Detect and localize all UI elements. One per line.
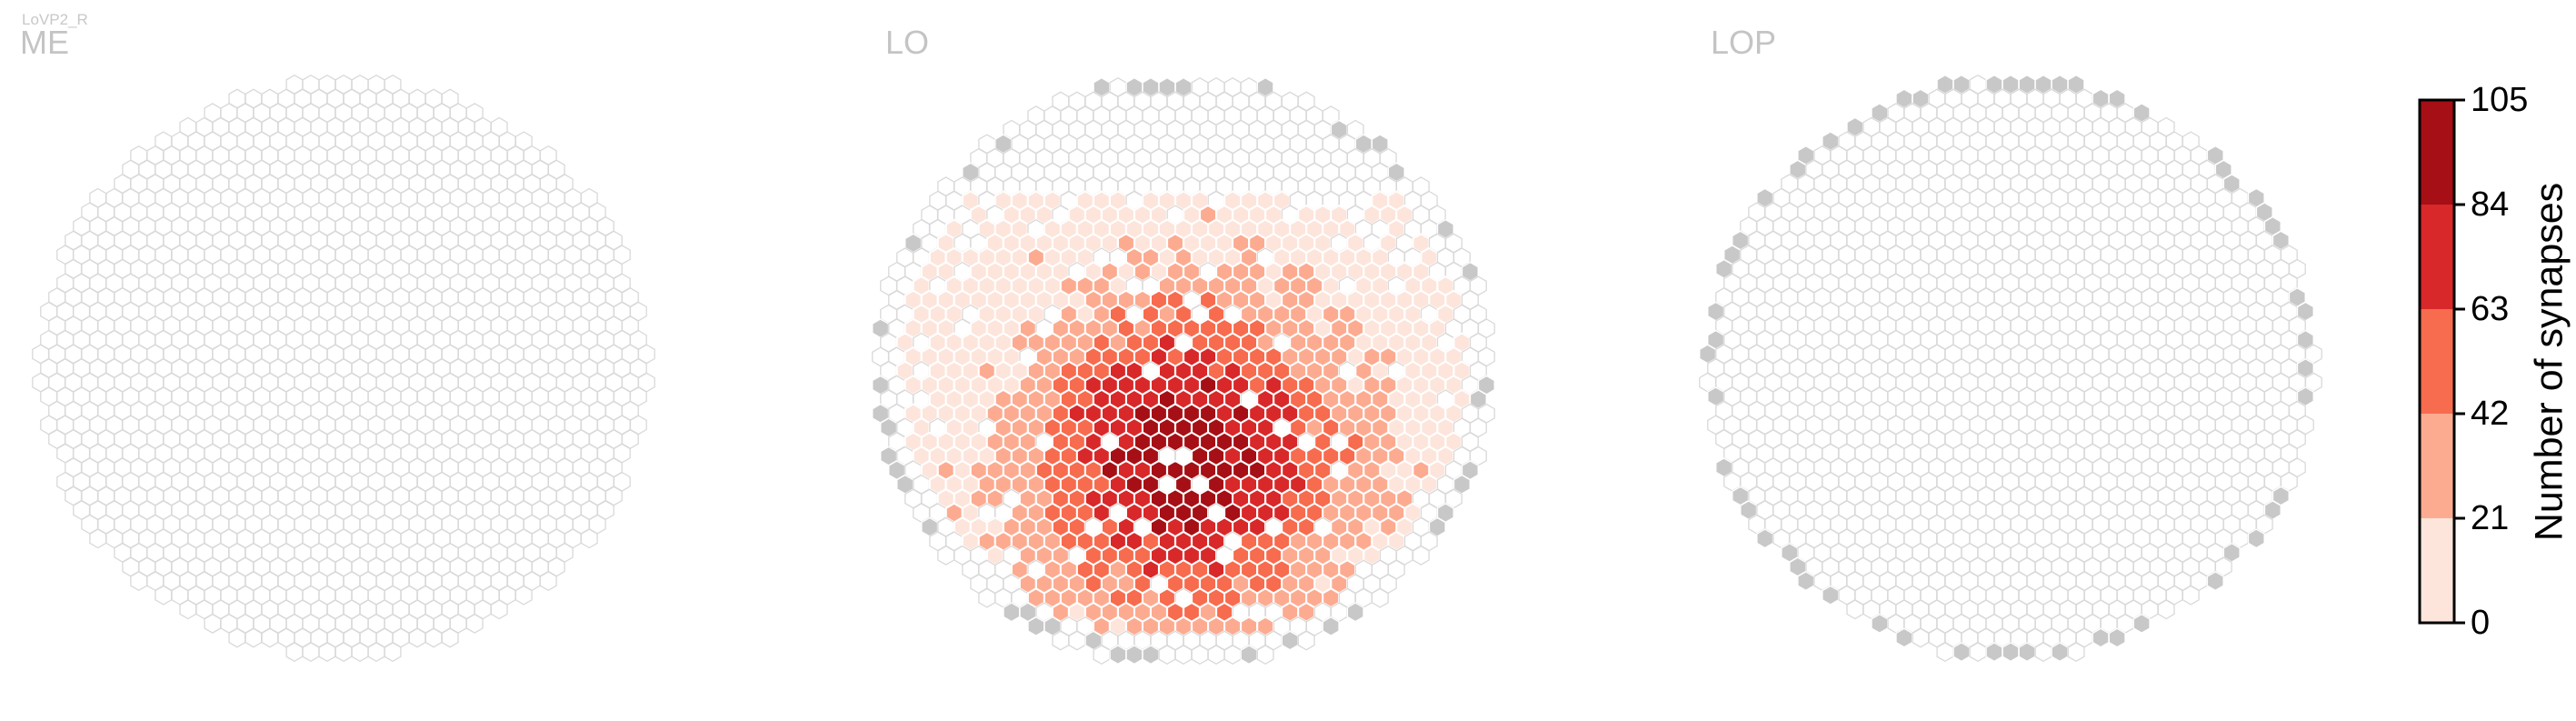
hex-column [334,642,353,663]
hex-column [204,613,222,634]
hex-column [1412,545,1430,566]
panel-lop-hexgrid [1699,74,2322,663]
hex-column [155,585,173,606]
panel-lo-hexgrid [872,76,1495,666]
hex-column [1822,585,1840,606]
hex-column [514,585,533,606]
hex-column [1895,627,1913,648]
hex-column [1912,627,1930,648]
hex-column [1346,602,1364,623]
panel-label-lop: LOP [1711,24,1777,61]
colorbar-bin [2420,205,2454,309]
colorbar-bin [2420,414,2454,518]
hex-column [1142,645,1160,666]
hex-column [1797,571,1815,592]
hex-column [1846,599,1864,620]
hex-column [367,642,385,663]
hex-column [1281,630,1299,651]
panel-label-me: ME [20,24,69,61]
hex-column [580,528,598,549]
hex-column [441,627,459,648]
hex-column [261,627,279,648]
hex-column [937,545,955,566]
cell-type-label: LoVP2_R [22,11,88,28]
hex-column [424,627,443,648]
colorbar-frame [2418,98,2456,625]
hex-column [2108,627,2126,648]
hex-column [1125,645,1143,666]
colorbar-tick-label: 21 [2471,499,2510,537]
colorbar-tick-label: 84 [2471,185,2510,224]
hex-column [1256,645,1274,666]
hex-column [2247,528,2265,549]
hex-column [89,528,107,549]
hex-column [228,627,246,648]
hex-column [2132,613,2151,634]
hex-column [318,642,336,663]
hex-column [1952,642,1971,663]
hex-column [1936,642,1954,663]
hex-column [1297,630,1315,651]
colorbar [2418,98,2465,625]
hex-column [1174,645,1193,666]
hex-column [465,613,484,634]
hex-column [1052,630,1070,651]
hex-column [2002,642,2020,663]
hex-column [1068,630,1086,651]
colorbar-tick-label: 63 [2471,290,2510,328]
colorbar-tick-label: 105 [2471,81,2529,119]
hex-column [2034,642,2052,663]
hex-column [490,599,508,620]
colorbar-bin [2420,518,2454,623]
hex-column [2092,627,2110,648]
panel-me-hexgrid [32,74,655,663]
hex-column [384,642,402,663]
colorbar-bin [2420,309,2454,414]
hex-column [2067,642,2085,663]
hex-column [1322,616,1340,636]
hex-column [1207,645,1225,666]
hex-column [1871,613,1889,634]
hex-column [1109,645,1127,666]
colorbar-bin [2420,100,2454,205]
hex-column [2157,599,2175,620]
hex-column [1756,528,1774,549]
hex-column [285,642,304,663]
hex-column [1003,602,1021,623]
hex-column [1093,645,1111,666]
hex-column [1371,587,1389,608]
hex-column [978,587,996,608]
colorbar-title: Number of synapses [2527,182,2571,542]
hex-column [1985,642,2003,663]
hex-column [179,599,197,620]
hex-column [351,642,369,663]
hex-column [2051,642,2069,663]
hex-column [302,642,320,663]
hex-column [1027,616,1045,636]
hex-column [2018,642,2036,663]
hex-column [1191,645,1209,666]
hex-column [2206,571,2224,592]
hex-column [2182,585,2200,606]
colorbar-tick-label: 42 [2471,395,2510,433]
hex-column [408,627,426,648]
hex-column [1223,645,1242,666]
hex-column [130,571,148,592]
hex-column [1158,645,1176,666]
hex-column [1240,645,1258,666]
hex-column [245,627,263,648]
hex-column [1969,642,1987,663]
panel-label-lo: LO [885,24,930,61]
colorbar-tick-label: 0 [2471,604,2491,642]
hex-column [539,571,557,592]
